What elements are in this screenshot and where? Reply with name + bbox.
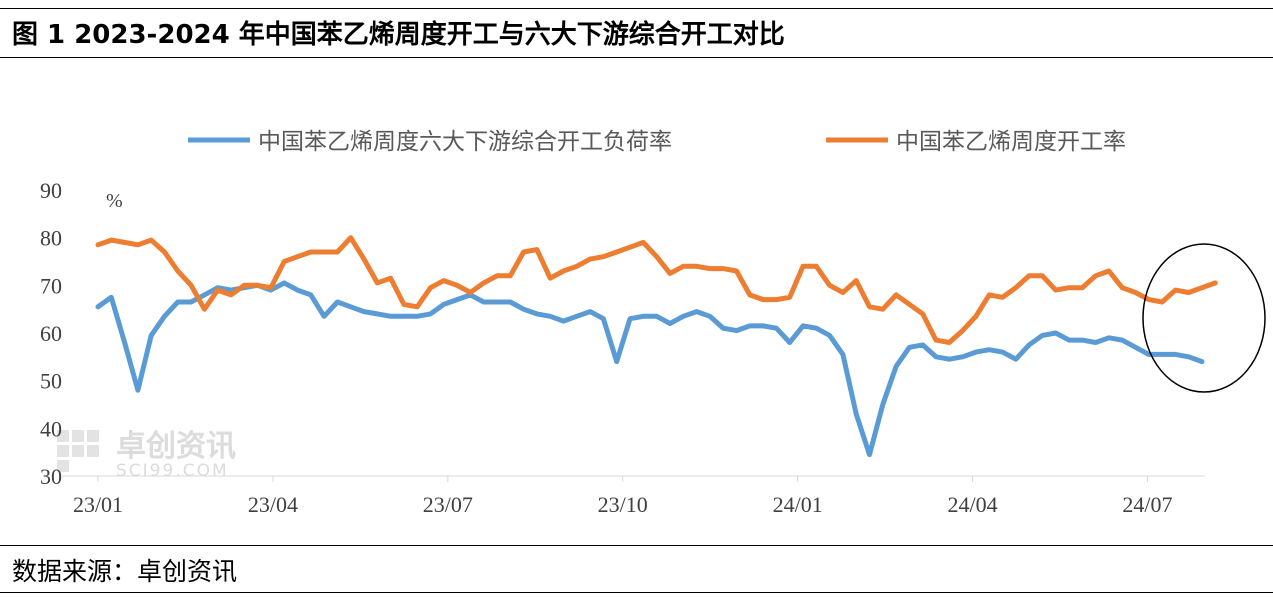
watermark-logo-icon [57,430,99,472]
y-tick-label: 80 [40,226,62,251]
top-rule [0,8,1273,9]
series-line-0 [95,280,1205,458]
figure-title: 图 1 2023-2024 年中国苯乙烯周度开工与六大下游综合开工对比 [12,20,785,50]
y-tick-label: 60 [40,321,62,346]
x-tick-label: 24/07 [1122,492,1172,517]
watermark-cn: 卓创资讯 [116,429,236,464]
legend-label-0: 中国苯乙烯周度六大下游综合开工负荷率 [258,129,672,155]
axes: 30 40 50 60 70 80 90 % 23/01 23/04 23/07 23/10 24/01… [40,178,1205,517]
y-tick-label: 90 [40,178,62,203]
source-rule [0,545,1273,546]
x-tick-label: 23/10 [598,492,648,517]
x-tick-label: 23/01 [73,492,123,517]
y-unit-label: % [106,190,123,212]
plot-area [95,235,1218,458]
series-line-1 [95,235,1218,345]
y-tick-label: 30 [40,464,62,489]
y-tick-label: 40 [40,416,62,441]
watermark: 卓创资讯 SCI99.COM [57,429,236,481]
x-tick-label: 24/04 [947,492,997,517]
y-tick-label: 50 [40,369,62,394]
x-tick-label: 23/04 [248,492,298,517]
bottom-rule [0,592,1273,593]
title-rule [0,57,1273,58]
y-tick-label: 70 [40,273,62,298]
legend-label-1: 中国苯乙烯周度开工率 [896,129,1126,155]
watermark-en: SCI99.COM [116,461,229,481]
highlight-ellipse [1142,243,1266,393]
source-note: 数据来源：卓创资讯 [12,557,238,586]
x-tick-label: 23/07 [423,492,473,517]
legend: 中国苯乙烯周度六大下游综合开工负荷率 中国苯乙烯周度开工率 [188,129,1126,155]
x-tick-label: 24/01 [773,492,823,517]
